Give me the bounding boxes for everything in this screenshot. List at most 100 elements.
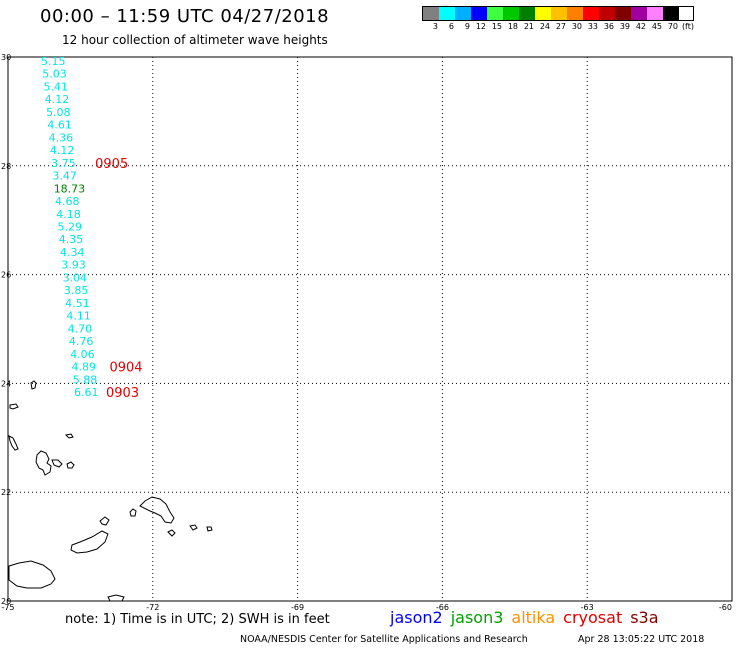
legend-swatch bbox=[471, 7, 487, 20]
map-frame bbox=[7, 56, 733, 602]
wave-height-value: 4.11 bbox=[66, 310, 91, 323]
wave-height-value: 4.35 bbox=[59, 233, 83, 246]
satellite-name: jason3 bbox=[450, 608, 504, 627]
wave-height-value: 5.41 bbox=[44, 80, 69, 93]
wave-height-value: 6.61 bbox=[74, 386, 99, 399]
island-outline bbox=[64, 433, 74, 439]
island-outline bbox=[35, 450, 52, 476]
wave-height-value: 4.06 bbox=[70, 348, 95, 361]
legend-label: 27 bbox=[555, 22, 566, 31]
latitude-tick-label: 28 bbox=[1, 162, 11, 171]
credit-text: NOAA/NESDIS Center for Satellite Applica… bbox=[240, 634, 528, 645]
legend-swatch bbox=[423, 7, 439, 20]
island-outline bbox=[107, 594, 125, 602]
legend-label: 33 bbox=[587, 22, 598, 31]
satellite-legend: jason2 jason3 altika cryosat s3a bbox=[390, 608, 667, 627]
color-scale-legend: 3 6 9 12 15 18 21 24 27 30 33 36 39 42 45 70 (ft) bbox=[422, 6, 694, 31]
wave-height-value: 4.89 bbox=[71, 361, 96, 374]
wave-height-value: 4.18 bbox=[56, 208, 81, 221]
island-outline bbox=[129, 508, 137, 517]
latitude-tick-label: 20 bbox=[1, 597, 11, 606]
wave-height-value: 5.15 bbox=[41, 55, 66, 68]
wave-height-value: 18.73 bbox=[54, 182, 86, 195]
longitude-tick-label: -75 bbox=[1, 603, 14, 612]
longitude-tick-label: -69 bbox=[291, 603, 304, 612]
legend-swatch bbox=[615, 7, 631, 20]
legend-swatch bbox=[647, 7, 663, 20]
wave-height-value: 4.36 bbox=[49, 131, 74, 144]
legend-swatch bbox=[663, 7, 679, 20]
legend-swatch bbox=[487, 7, 503, 20]
longitude-tick-label: -72 bbox=[146, 603, 159, 612]
island-outline bbox=[9, 403, 19, 410]
legend-label: 42 bbox=[635, 22, 646, 31]
wave-height-value: 5.03 bbox=[42, 68, 66, 81]
legend-swatches bbox=[422, 6, 694, 21]
island-outline bbox=[167, 529, 176, 537]
wave-height-value: 5.29 bbox=[58, 221, 83, 234]
legend-labels: 3 6 9 12 15 18 21 24 27 30 33 36 39 42 45 70 (ft) bbox=[422, 22, 694, 31]
legend-label: 70 bbox=[667, 22, 678, 31]
longitude-labels: -75 -72 -69 -66 -63 -60 bbox=[1, 603, 732, 612]
legend-swatch bbox=[567, 7, 583, 20]
legend-swatch bbox=[535, 7, 551, 20]
legend-label: 12 bbox=[475, 22, 486, 31]
island-outline bbox=[139, 496, 175, 524]
satellite-name: altika bbox=[511, 608, 556, 627]
legend-swatch bbox=[599, 7, 615, 20]
wave-height-value: 4.12 bbox=[50, 144, 74, 157]
legend-label: 21 bbox=[523, 22, 534, 31]
satellite-name: s3a bbox=[630, 608, 659, 627]
longitude-tick-label: -66 bbox=[436, 603, 449, 612]
island-outline bbox=[99, 516, 110, 526]
legend-swatch bbox=[455, 7, 471, 20]
coastlines bbox=[8, 380, 213, 602]
satellite-name: cryosat bbox=[563, 608, 623, 627]
legend-label: 3 bbox=[432, 22, 438, 31]
legend-swatch bbox=[551, 7, 567, 20]
legend-label: 9 bbox=[464, 22, 470, 31]
latitude-tick-label: 30 bbox=[1, 53, 11, 62]
wave-height-value: 3.85 bbox=[64, 284, 89, 297]
legend-swatch bbox=[631, 7, 647, 20]
wave-height-value: 4.12 bbox=[45, 93, 70, 106]
legend-label: 36 bbox=[603, 22, 614, 31]
latitude-tick-label: 26 bbox=[1, 271, 11, 280]
longitude-tick-label: -60 bbox=[719, 603, 732, 612]
island-outline bbox=[51, 459, 63, 468]
legend-label: 18 bbox=[507, 22, 518, 31]
latitude-tick-label: 22 bbox=[1, 488, 11, 497]
legend-swatch bbox=[519, 7, 535, 20]
pass-time-labels: 0905 0904 0903 bbox=[95, 157, 142, 401]
wave-height-value: 4.76 bbox=[69, 335, 94, 348]
pass-time-label: 0905 bbox=[95, 157, 128, 172]
chart-title: 00:00 – 11:59 UTC 04/27/2018 bbox=[40, 6, 330, 27]
legend-swatch bbox=[439, 7, 455, 20]
footer-note: note: 1) Time is in UTC; 2) SWH is in fe… bbox=[65, 612, 330, 627]
legend-swatch bbox=[503, 7, 519, 20]
generation-timestamp: Apr 28 13:05:22 UTC 2018 bbox=[578, 634, 705, 645]
satellite-name: jason2 bbox=[390, 608, 443, 627]
wave-height-value: 5.08 bbox=[46, 106, 70, 119]
chart-subtitle: 12 hour collection of altimeter wave hei… bbox=[62, 33, 328, 47]
island-outline bbox=[30, 380, 37, 390]
wave-height-value: 3.75 bbox=[51, 157, 76, 170]
legend-label: 45 bbox=[651, 22, 662, 31]
wave-height-value: 4.34 bbox=[60, 246, 85, 259]
legend-label: 6 bbox=[448, 22, 454, 31]
legend-label: 15 bbox=[491, 22, 502, 31]
island-outline bbox=[70, 530, 109, 554]
wave-height-value: 5.88 bbox=[73, 373, 98, 386]
wave-height-value: 4.68 bbox=[55, 195, 80, 208]
island-outline bbox=[8, 560, 56, 589]
legend-label: 30 bbox=[571, 22, 582, 31]
wave-height-track: 5.155.035.414.125.084.614.364.123.753.47… bbox=[41, 55, 99, 399]
legend-swatch bbox=[583, 7, 599, 20]
legend-label: 39 bbox=[619, 22, 630, 31]
legend-label: 24 bbox=[539, 22, 550, 31]
pass-time-label: 0903 bbox=[106, 386, 139, 401]
legend-label: (ft) bbox=[681, 22, 694, 31]
wave-height-value: 3.47 bbox=[52, 170, 77, 183]
island-outline bbox=[8, 435, 19, 451]
